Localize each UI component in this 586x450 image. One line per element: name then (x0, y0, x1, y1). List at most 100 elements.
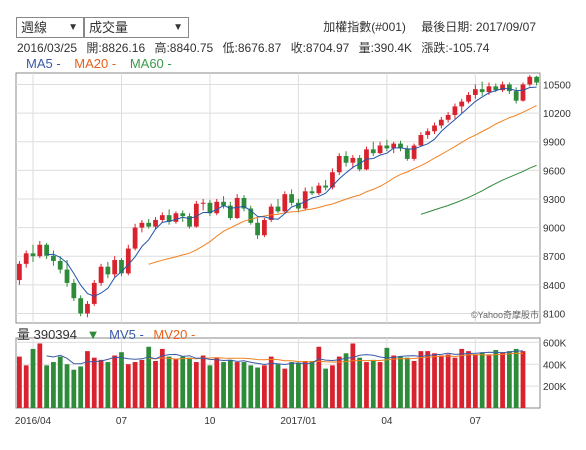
candle-body (187, 216, 192, 227)
volume-bar (336, 356, 342, 408)
volume-bar (91, 357, 97, 408)
y-tick-label: 9000 (543, 224, 566, 235)
volume-bar (350, 343, 356, 408)
volume-bar (57, 356, 63, 408)
candle-body (513, 91, 519, 101)
volume-bar (398, 356, 403, 408)
candle-body (268, 206, 274, 220)
candle-body (404, 148, 410, 159)
volume-bar (302, 360, 308, 408)
candle-body (146, 222, 152, 227)
candle-body (418, 135, 424, 146)
candle-body (377, 145, 383, 154)
mv5-line (46, 350, 524, 366)
price-panel-frame (15, 72, 541, 324)
volume-label: 量 390394 (17, 327, 77, 342)
candle-body (17, 263, 22, 281)
volume-bar (289, 362, 294, 408)
metric-select[interactable]: 成交量 ▼ (84, 17, 189, 38)
ma20-line (148, 105, 537, 265)
volume-bar (370, 359, 376, 408)
volume-bar (132, 362, 138, 408)
candle-body (112, 260, 118, 275)
volume-bar (180, 356, 186, 408)
candle-body (493, 86, 499, 91)
candle-body (411, 145, 417, 159)
candle-body (289, 194, 294, 203)
volume-bar (30, 348, 36, 408)
volume-legend: 量 390394 ▼ MV5 - MV20 - (17, 324, 201, 343)
candle-body (200, 202, 206, 204)
volume-bar (513, 348, 519, 408)
volume-bar (472, 354, 478, 408)
candle-body (506, 84, 512, 92)
volume-bar (500, 352, 505, 408)
candle-body (370, 149, 376, 154)
period-select-value: 週線 (21, 20, 48, 35)
volume-y-tick-label: 200K (543, 382, 567, 393)
volume-bar (227, 359, 233, 408)
volume-bar (166, 356, 172, 408)
volume-bar (173, 358, 179, 408)
x-tick-label: 2017/01 (280, 416, 317, 427)
candle-body (479, 89, 485, 93)
y-tick-label: 8400 (543, 281, 566, 292)
ma60-line (420, 164, 537, 215)
index-name: 加權指數(#001) (323, 20, 406, 34)
volume-bar (404, 357, 410, 408)
volume-bar (445, 354, 451, 408)
candle-body (119, 260, 124, 274)
candle-body (527, 76, 533, 85)
period-select[interactable]: 週線 ▼ (16, 17, 84, 38)
candle-body (241, 198, 247, 209)
watermark: ©Yahoo奇摩股市 (471, 309, 539, 320)
ohlc-close: 收:8704.97 (290, 41, 350, 55)
candle-body (125, 248, 131, 274)
x-tick-label: 04 (381, 416, 393, 427)
volume-bar (309, 360, 315, 408)
candle-body (296, 202, 301, 209)
candle-body (486, 86, 492, 93)
candle-body (71, 282, 77, 299)
ohlc-change: 漲跌:-105.74 (421, 41, 490, 55)
candle-body (51, 255, 56, 261)
candle-body (248, 208, 254, 223)
y-tick-label: 10200 (543, 109, 571, 120)
ohlc-open: 開:8826.16 (86, 41, 146, 55)
volume-bar (214, 357, 220, 408)
volume-bar (105, 362, 111, 408)
candle-body (336, 156, 342, 173)
candle-body (534, 76, 539, 83)
y-tick-label: 10500 (543, 80, 571, 91)
volume-bar (37, 343, 43, 408)
index-info: 加權指數(#001) 最後日期: 2017/09/07 (311, 18, 536, 35)
candle-body (323, 185, 329, 188)
ohlc-readout: 2016/03/25 開:8826.16 高:8840.75 低:8676.87… (17, 39, 495, 56)
volume-bar (112, 355, 118, 408)
candle-body (520, 84, 526, 101)
candle-body (425, 131, 431, 136)
volume-bar (262, 365, 267, 408)
candle-body (391, 143, 397, 149)
volume-bar (64, 364, 70, 408)
candle-body (139, 222, 145, 228)
candle-body (398, 143, 403, 149)
volume-bar (159, 348, 165, 408)
candle-body (221, 201, 226, 206)
candle-body (282, 194, 288, 212)
volume-bar (221, 362, 226, 408)
candle-body (173, 213, 179, 222)
volume-bar (282, 368, 288, 408)
y-tick-label: 9900 (543, 138, 566, 149)
last-date: 最後日期: 2017/09/07 (421, 20, 536, 34)
volume-y-tick-label: 600K (543, 338, 567, 349)
volume-bar (377, 362, 383, 408)
candle-body (343, 156, 349, 163)
candle-body (85, 303, 90, 314)
candle-body (262, 219, 267, 236)
ma5-line (46, 86, 537, 297)
volume-bar (193, 362, 199, 408)
volume-bar (51, 362, 56, 408)
candle-body (459, 101, 465, 107)
